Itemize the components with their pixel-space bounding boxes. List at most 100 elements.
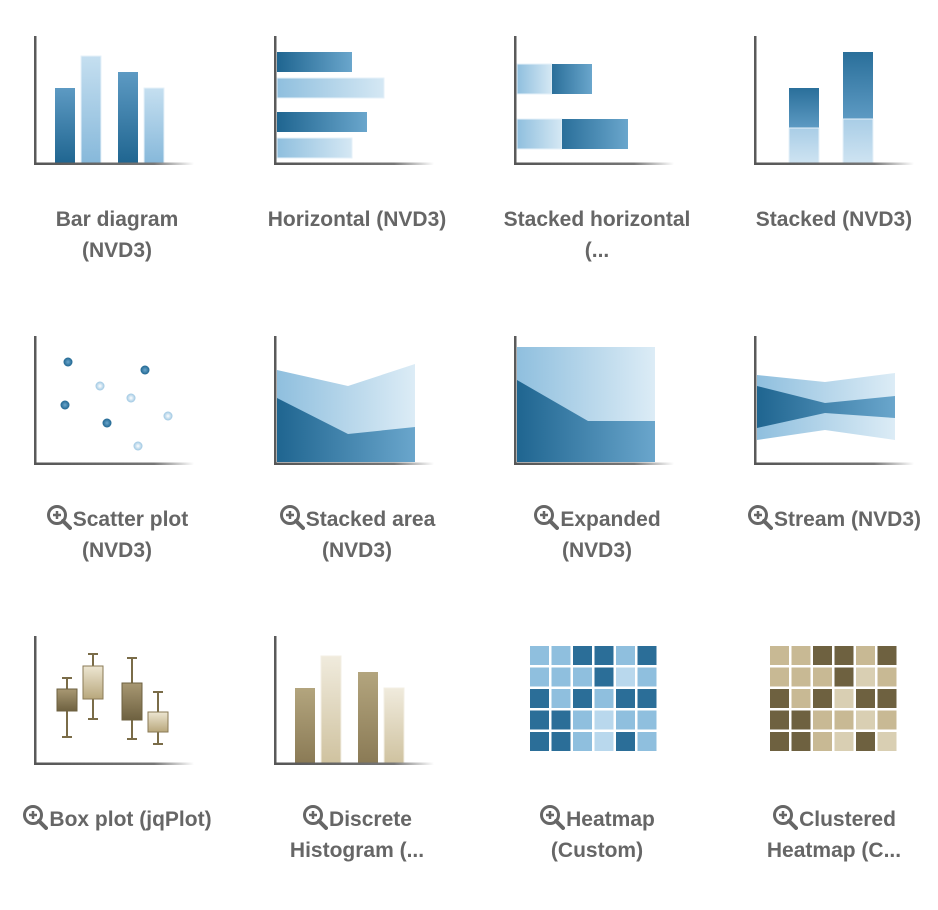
heatmap-cell bbox=[530, 667, 549, 687]
zoom-in-icon[interactable] bbox=[533, 504, 560, 530]
tile-label[interactable]: Box plot (jqPlot) bbox=[0, 804, 234, 835]
heatmap-cell bbox=[791, 689, 811, 708]
heatmap-cell bbox=[551, 646, 571, 665]
tile-title-line-1: Stacked (NVD3) bbox=[755, 208, 913, 231]
heatmap-cell bbox=[877, 710, 897, 730]
tile-label[interactable]: Heatmap (Custom) bbox=[480, 804, 714, 866]
heatmap-cell bbox=[594, 646, 614, 665]
heatmap-cell bbox=[770, 667, 789, 687]
stacked-horizontal-icon bbox=[480, 20, 714, 200]
heatmap-cell bbox=[530, 710, 549, 730]
zoom-in-icon[interactable] bbox=[539, 804, 566, 830]
heatmap-cell bbox=[573, 710, 592, 730]
zoom-in-icon[interactable] bbox=[22, 804, 49, 830]
tile-label[interactable]: Clustered Heatmap (C... bbox=[717, 804, 938, 866]
heatmap-cell bbox=[813, 732, 832, 751]
heatmap-cell bbox=[791, 710, 811, 730]
heatmap-cell bbox=[856, 710, 875, 730]
tile-label[interactable]: Stacked (NVD3) bbox=[717, 204, 938, 235]
tile-label[interactable]: Horizontal (NVD3) bbox=[240, 204, 474, 235]
tile-label[interactable]: Scatter plot (NVD3) bbox=[0, 504, 234, 566]
heatmap-cell bbox=[791, 667, 811, 687]
visualization-tile-discrete-histogram[interactable]: Discrete Histogram (... bbox=[240, 620, 474, 910]
heatmap-cell bbox=[877, 646, 897, 665]
scatter-plot-icon bbox=[0, 320, 234, 500]
stacked-area-icon bbox=[240, 320, 474, 500]
heatmap-cell bbox=[770, 689, 789, 708]
tile-title-line-1: Stacked area bbox=[305, 508, 436, 531]
tile-title-line-1: Expanded bbox=[560, 508, 661, 531]
tile-title-line-1: Horizontal (NVD3) bbox=[267, 208, 447, 231]
zoom-in-icon[interactable] bbox=[747, 504, 773, 530]
tile-title-line-1: Stream (NVD3) bbox=[773, 508, 922, 531]
visualization-tile-heatmap[interactable]: Heatmap (Custom) bbox=[480, 620, 714, 910]
zoom-in-icon[interactable] bbox=[46, 504, 72, 530]
heatmap-cell bbox=[551, 710, 571, 730]
heatmap-cell bbox=[551, 667, 571, 687]
heatmap-cell bbox=[551, 689, 571, 708]
zoom-in-icon[interactable] bbox=[279, 504, 305, 530]
tile-title-line-2: (NVD3) bbox=[81, 539, 152, 562]
heatmap-cell bbox=[594, 710, 614, 730]
visualization-tile-stacked-area[interactable]: Stacked area (NVD3) bbox=[240, 320, 474, 610]
heatmap-cell bbox=[637, 689, 657, 708]
heatmap-cell bbox=[637, 667, 657, 687]
heatmap-cell bbox=[813, 689, 832, 708]
heatmap-cell bbox=[616, 710, 635, 730]
heatmap-cell bbox=[770, 732, 789, 751]
stacked-bar-icon bbox=[717, 20, 938, 200]
tile-label[interactable]: Discrete Histogram (... bbox=[240, 804, 474, 866]
heatmap-cell bbox=[616, 646, 635, 665]
tile-title-line-1: Discrete bbox=[329, 808, 412, 831]
heatmap-cell bbox=[856, 667, 875, 687]
heatmap-cell bbox=[856, 689, 875, 708]
visualization-tile-stacked[interactable]: Stacked (NVD3) bbox=[717, 20, 938, 310]
heatmap-cell bbox=[530, 732, 549, 751]
box-plot-icon bbox=[0, 620, 234, 800]
heatmap-cell bbox=[573, 689, 592, 708]
tile-title-line-2: (NVD3) bbox=[81, 239, 152, 262]
tile-title-line-1: Bar diagram bbox=[55, 208, 179, 231]
tile-title-line-2: (NVD3) bbox=[561, 539, 632, 562]
heatmap-cell bbox=[834, 710, 854, 730]
heatmap-cell bbox=[877, 667, 897, 687]
tile-title-line-2: (NVD3) bbox=[321, 539, 392, 562]
tile-label[interactable]: Bar diagram (NVD3) bbox=[0, 204, 234, 266]
zoom-in-icon[interactable] bbox=[772, 804, 799, 830]
heatmap-cell bbox=[616, 689, 635, 708]
heatmap-cell bbox=[594, 689, 614, 708]
heatmap-cell bbox=[551, 732, 571, 751]
heatmap-icon bbox=[480, 620, 714, 800]
heatmap-cell bbox=[637, 646, 657, 665]
visualization-tile-bar[interactable]: Bar diagram (NVD3) bbox=[0, 20, 234, 310]
visualization-tile-horizontal[interactable]: Horizontal (NVD3) bbox=[240, 20, 474, 310]
tile-label[interactable]: Stream (NVD3) bbox=[717, 504, 938, 535]
heatmap-cell bbox=[791, 732, 811, 751]
visualization-tile-stacked-horizontal[interactable]: Stacked horizontal (... bbox=[480, 20, 714, 310]
visualization-tile-expanded[interactable]: Expanded (NVD3) bbox=[480, 320, 714, 610]
heatmap-cell bbox=[637, 710, 657, 730]
tile-label[interactable]: Stacked horizontal (... bbox=[480, 204, 714, 266]
heatmap-cell bbox=[813, 710, 832, 730]
heatmap-cell bbox=[856, 732, 875, 751]
visualization-tile-boxplot[interactable]: Box plot (jqPlot) bbox=[0, 620, 234, 910]
visualization-tile-stream[interactable]: Stream (NVD3) bbox=[717, 320, 938, 610]
heatmap-cell bbox=[877, 689, 897, 708]
tile-title-line-2: Histogram (... bbox=[289, 839, 425, 862]
heatmap-cell bbox=[573, 732, 592, 751]
bar-chart-icon bbox=[0, 20, 234, 200]
histogram-icon bbox=[240, 620, 474, 800]
tile-label[interactable]: Expanded (NVD3) bbox=[480, 504, 714, 566]
visualization-tile-clustered-heatmap[interactable]: Clustered Heatmap (C... bbox=[717, 620, 938, 910]
heatmap-cell bbox=[530, 646, 549, 665]
tile-title-line-1: Heatmap bbox=[566, 808, 655, 831]
heatmap-cell bbox=[530, 689, 549, 708]
heatmap-cell bbox=[616, 667, 635, 687]
tile-label[interactable]: Stacked area (NVD3) bbox=[240, 504, 474, 566]
visualization-tile-scatter[interactable]: Scatter plot (NVD3) bbox=[0, 320, 234, 610]
heatmap-cell bbox=[813, 667, 832, 687]
horizontal-bar-icon bbox=[240, 20, 474, 200]
zoom-in-icon[interactable] bbox=[302, 804, 329, 830]
heatmap-cell bbox=[637, 732, 657, 751]
stream-icon bbox=[717, 320, 938, 500]
